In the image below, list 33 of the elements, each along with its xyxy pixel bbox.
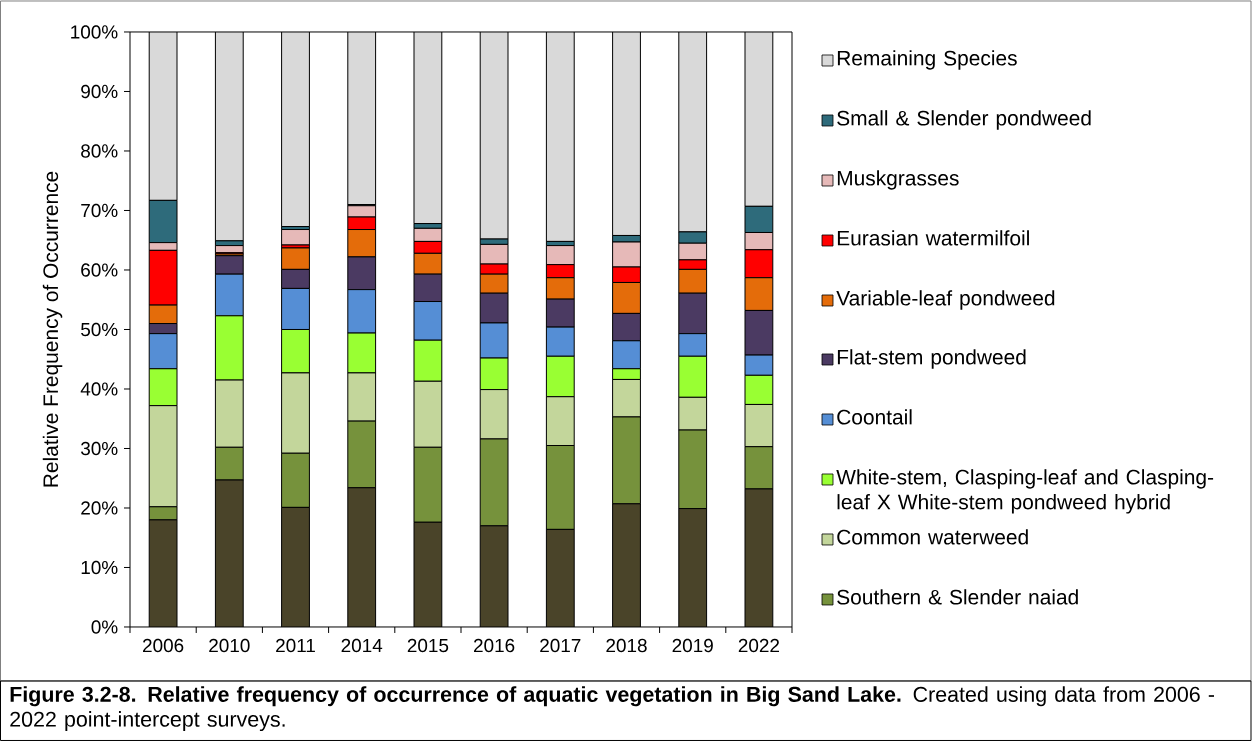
legend-label: Common waterweed <box>837 529 1028 545</box>
y-tick-label: 30% <box>81 441 118 456</box>
legend-label: Southern & Slender naiad <box>837 589 1078 605</box>
legend-label: Remaining Species <box>837 50 1017 70</box>
y-tick-label: 70% <box>81 203 118 218</box>
legend-label: Flat-stem pondweed <box>837 349 1026 369</box>
y-tick-label: 40% <box>80 382 118 396</box>
x-tick-label: 2015 <box>407 638 449 653</box>
legend-label: White-stem, Clasping-leaf and Clasping-leaf X White-stem pondweed hybrid <box>836 469 1214 514</box>
y-tick-label: 90% <box>81 84 118 99</box>
legend-label: Small & Slender pondweed <box>837 110 1091 130</box>
x-tick-label: 2022 <box>738 638 779 653</box>
x-tick-label: 2006 <box>143 638 184 653</box>
y-tick-label: 0% <box>91 620 118 634</box>
y-axis-title: Relative Frequency of Occurrence <box>42 171 63 487</box>
text: Figure 3.2-8. Relative frequency of occurrence of aquatic vegetation in Big Sand Lake. Created using data from 2006 - 2022 point-intercept surveys. <box>10 686 1215 732</box>
x-tick-label: 2010 <box>209 638 250 653</box>
x-tick-label: 2017 <box>540 638 581 653</box>
y-tick-label: 20% <box>81 501 118 515</box>
legend-label: Variable-leaf pondweed <box>836 290 1055 310</box>
x-tick-label: 2014 <box>341 638 383 653</box>
y-tick-label: 100% <box>71 25 118 39</box>
x-tick-label: 2011 <box>276 638 315 653</box>
legend-label: Eurasian watermilfoil <box>837 230 1029 246</box>
y-tick-label: 80% <box>81 144 118 158</box>
legend-label: Muskgrasses <box>837 170 959 190</box>
y-tick-label: 60% <box>81 263 118 277</box>
x-tick-label: 2018 <box>606 638 647 653</box>
legend-label: Coontail <box>837 409 912 425</box>
x-tick-label: 2019 <box>672 638 713 653</box>
x-tick-label: 2016 <box>474 638 515 653</box>
y-tick-label: 50% <box>81 322 118 337</box>
y-tick-label: 10% <box>81 560 118 575</box>
